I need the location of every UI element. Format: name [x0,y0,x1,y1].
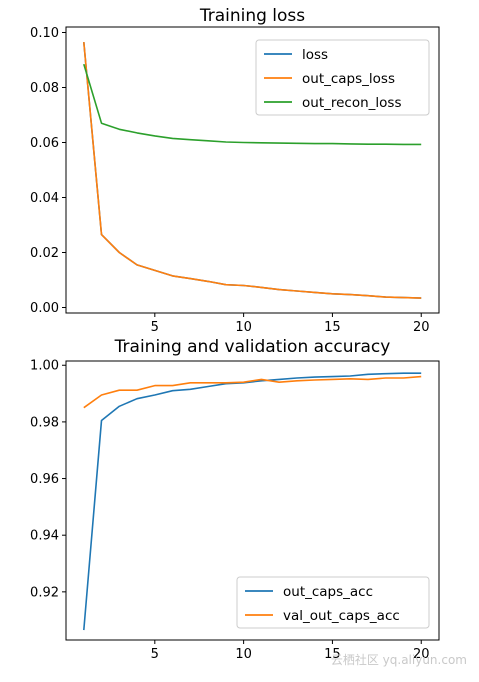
x-tick-label: 15 [324,647,341,662]
legend-label: val_out_caps_acc [283,608,400,624]
x-tick-label: 20 [413,647,430,662]
y-tick-label: 0.04 [30,191,59,206]
x-tick-label: 5 [151,320,159,335]
y-tick-label: 0.06 [30,136,59,151]
watermark-text: 云栖社区 yq.aliyun.com [330,653,467,667]
y-tick-label: 0.96 [30,472,59,487]
y-tick-label: 1.00 [30,359,59,374]
x-tick-label: 20 [413,320,430,335]
legend-box [255,39,430,116]
chart-title: Training loss [199,6,305,26]
y-tick-label: 0.10 [30,26,59,41]
y-tick-label: 0.92 [30,585,59,600]
series-line-out-caps-loss [83,42,422,299]
y-tick-label: 0.08 [30,81,59,96]
legend-label: out_recon_loss [302,95,401,111]
chart-title: Training and validation accuracy [114,337,391,357]
x-tick-label: 15 [324,320,341,335]
x-tick-label: 10 [235,320,252,335]
series-line-out-caps-acc [83,372,422,631]
legend-label: loss [302,47,328,63]
legend-label: out_caps_loss [302,71,395,87]
y-tick-label: 0.94 [30,529,59,544]
x-tick-label: 5 [151,647,159,662]
y-tick-label: 0.00 [30,301,59,316]
x-tick-label: 10 [235,647,252,662]
legend-label: out_caps_acc [283,584,373,600]
training-accuracy-chart: Training and validation accuracy 5 10 15 20 0… [30,337,440,662]
plot-frame [65,26,440,314]
training-loss-chart: Training loss 5 10 15 20 0.00 0.02 0.04 0.06 0.08… [30,6,440,335]
y-tick-label: 0.98 [30,415,59,430]
y-tick-label: 0.02 [30,246,59,261]
plot-frame [65,360,440,641]
series-line-out-recon-loss [83,63,422,146]
series-line-val-out-caps-acc [83,375,422,409]
legend-box [236,576,430,629]
